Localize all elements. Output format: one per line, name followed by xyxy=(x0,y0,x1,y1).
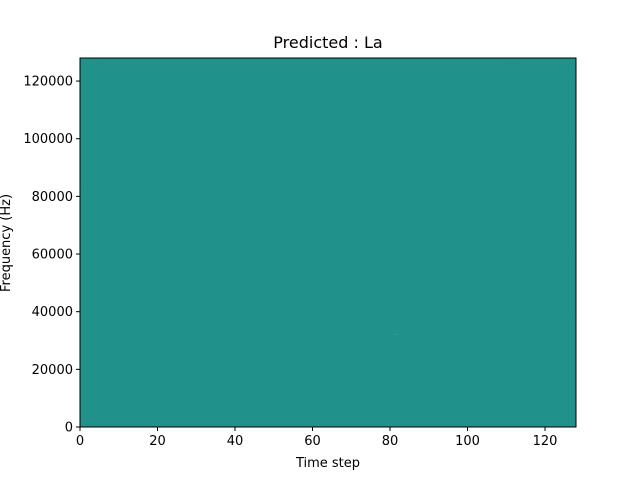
y-axis: 0 20000 40000 60000 80000 100000 120000 xyxy=(23,75,80,436)
x-tick-label: 120 xyxy=(533,434,558,449)
x-axis: 0 20 40 60 80 100 120 xyxy=(76,427,558,449)
plot-area xyxy=(79,57,577,428)
x-tick-label: 60 xyxy=(304,434,321,449)
y-tick-label: 100000 xyxy=(23,132,73,147)
y-tick-label: 80000 xyxy=(32,190,73,205)
x-tick-label: 40 xyxy=(227,434,244,449)
y-tick-label: 120000 xyxy=(23,75,73,90)
y-tick-label: 40000 xyxy=(32,305,73,320)
x-tick-label: 0 xyxy=(76,434,84,449)
x-tick-label: 80 xyxy=(382,434,399,449)
x-axis-label: Time step xyxy=(295,456,360,471)
y-tick-label: 20000 xyxy=(32,363,73,378)
heatmap-background xyxy=(80,58,576,427)
chart-title: Predicted : La xyxy=(273,33,382,52)
y-tick-label: 60000 xyxy=(32,248,73,263)
x-tick-label: 20 xyxy=(149,434,166,449)
x-tick-label: 100 xyxy=(455,434,480,449)
y-tick-label: 0 xyxy=(65,421,73,436)
y-axis-label: Frequency (Hz) xyxy=(0,194,14,292)
plot-frame xyxy=(79,57,577,428)
